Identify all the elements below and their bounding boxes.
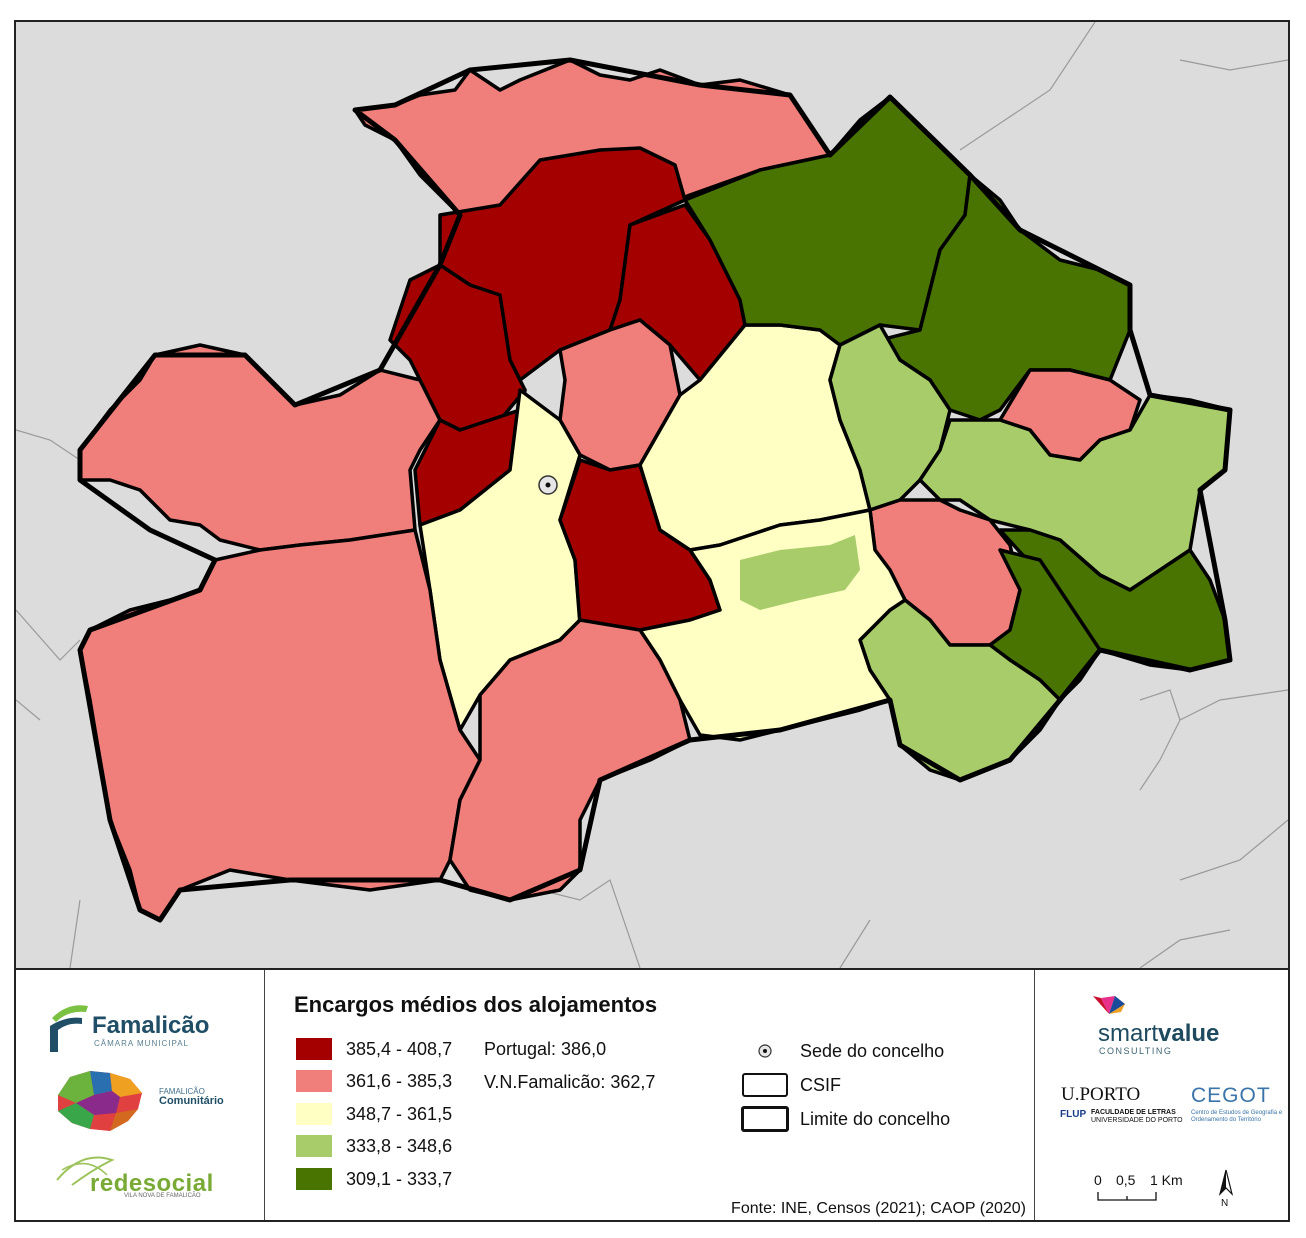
comunitario-logo-line1: FAMALICÃO bbox=[159, 1087, 205, 1096]
legend-swatch-5 bbox=[296, 1168, 332, 1190]
legend-class-1: 385,4 - 408,7 bbox=[296, 1038, 452, 1060]
famalicao-logo-sub: CÂMARA MUNICIPAL bbox=[94, 1039, 189, 1048]
legend-class-2: 361,6 - 385,3 bbox=[296, 1070, 452, 1092]
legend-limite-label: Limite do concelho bbox=[800, 1108, 951, 1129]
limite-symbol-box bbox=[740, 1106, 790, 1132]
legend-label-4: 333,8 - 348,6 bbox=[346, 1135, 453, 1156]
legend-class-5: 309,1 - 333,7 bbox=[296, 1168, 452, 1190]
legend-swatch-3 bbox=[296, 1103, 332, 1125]
famalicao-logo-icon bbox=[50, 1005, 88, 1052]
legend-class-3: 348,7 - 361,5 bbox=[296, 1103, 452, 1125]
parish-red-w bbox=[388, 263, 527, 432]
sede-do-concelho-marker bbox=[538, 475, 558, 495]
parish-west bbox=[78, 343, 442, 552]
legend-label-5: 309,1 - 333,7 bbox=[346, 1168, 453, 1189]
choropleth-map bbox=[15, 21, 1289, 969]
parish-polygons bbox=[78, 58, 1232, 922]
legend-sede: Sede do concelho bbox=[740, 1038, 944, 1064]
map-area bbox=[15, 21, 1289, 969]
uporto-logo-fac1: FACULDADE DE LETRAS bbox=[1091, 1109, 1176, 1116]
famalicao-logo-name: Famalicão bbox=[92, 1012, 210, 1039]
redesocial-logo-sub: VILA NOVA DE FAMALICÃO bbox=[124, 1193, 201, 1199]
parish-lgreen-in bbox=[740, 535, 860, 610]
legend-limite: Limite do concelho bbox=[740, 1106, 950, 1132]
stat-famalicao: V.N.Famalicão: 362,7 bbox=[484, 1072, 656, 1092]
scale-label-2: 1 Km bbox=[1150, 1172, 1183, 1188]
stat-portugal: Portugal: 386,0 bbox=[484, 1039, 607, 1059]
smartvalue-logo-name: smartvalue bbox=[1098, 1020, 1219, 1048]
legend-panel: Famalicão CÂMARA MUNICIPAL FAMALICÃO Com… bbox=[16, 968, 1288, 1220]
comunitario-logo-line2: Comunitário bbox=[159, 1095, 224, 1107]
neighbour-boundaries bbox=[15, 21, 1289, 969]
legend-sede-label: Sede do concelho bbox=[800, 1040, 945, 1061]
scale-bar bbox=[1097, 1192, 1157, 1201]
divider-left bbox=[264, 970, 265, 1220]
scale-label-0: 0 bbox=[1094, 1172, 1102, 1188]
scale-label-1: 0,5 bbox=[1116, 1172, 1136, 1188]
uporto-logo-fac2: UNIVERSIDADE DO PORTO bbox=[1091, 1117, 1183, 1124]
legend-label-2: 361,6 - 385,3 bbox=[346, 1070, 453, 1091]
uporto-logo-name: U.PORTO bbox=[1061, 1084, 1141, 1105]
smartvalue-name-bold: value bbox=[1158, 1020, 1220, 1047]
csif-symbol-box bbox=[740, 1072, 790, 1098]
legend-label-1: 385,4 - 408,7 bbox=[346, 1038, 453, 1059]
divider-right bbox=[1034, 970, 1035, 1220]
legend-title: Encargos médios dos alojamentos bbox=[294, 992, 658, 1017]
north-label: N bbox=[1221, 1198, 1229, 1209]
parish-southwest bbox=[78, 528, 482, 922]
comunitario-map-icon bbox=[58, 1071, 142, 1131]
legend-class-4: 333,8 - 348,6 bbox=[296, 1135, 452, 1157]
redesocial-logo-name: redesocial bbox=[90, 1170, 214, 1197]
cegot-logo-name: CEGOT bbox=[1191, 1084, 1271, 1107]
parish-green-e bbox=[878, 173, 1132, 422]
legend-csif-label: CSIF bbox=[800, 1074, 842, 1095]
source-note: Fonte: INE, Censos (2021); CAOP (2020) bbox=[731, 1200, 1026, 1217]
cegot-logo-sub: Centro de Estudos de Geografia e Ordenam… bbox=[1191, 1110, 1283, 1123]
sede-icon bbox=[740, 1038, 790, 1064]
legend-swatch-4 bbox=[296, 1135, 332, 1157]
legend-swatch-2 bbox=[296, 1070, 332, 1092]
limite-icon bbox=[741, 1106, 789, 1132]
north-arrow-icon bbox=[1218, 1169, 1234, 1196]
smartvalue-logo-sub: CONSULTING bbox=[1099, 1046, 1173, 1056]
redesocial-swirl-icon bbox=[56, 1156, 115, 1186]
smartvalue-name-light: smart bbox=[1098, 1020, 1158, 1047]
legend-csif: CSIF bbox=[740, 1072, 841, 1098]
legend-label-3: 348,7 - 361,5 bbox=[346, 1103, 453, 1124]
legend-swatch-1 bbox=[296, 1038, 332, 1060]
csif-icon bbox=[742, 1073, 788, 1097]
smartvalue-logo-icon bbox=[1093, 996, 1125, 1014]
uporto-logo-flup: FLUP bbox=[1060, 1109, 1087, 1120]
concelho-outline bbox=[77, 57, 1233, 923]
